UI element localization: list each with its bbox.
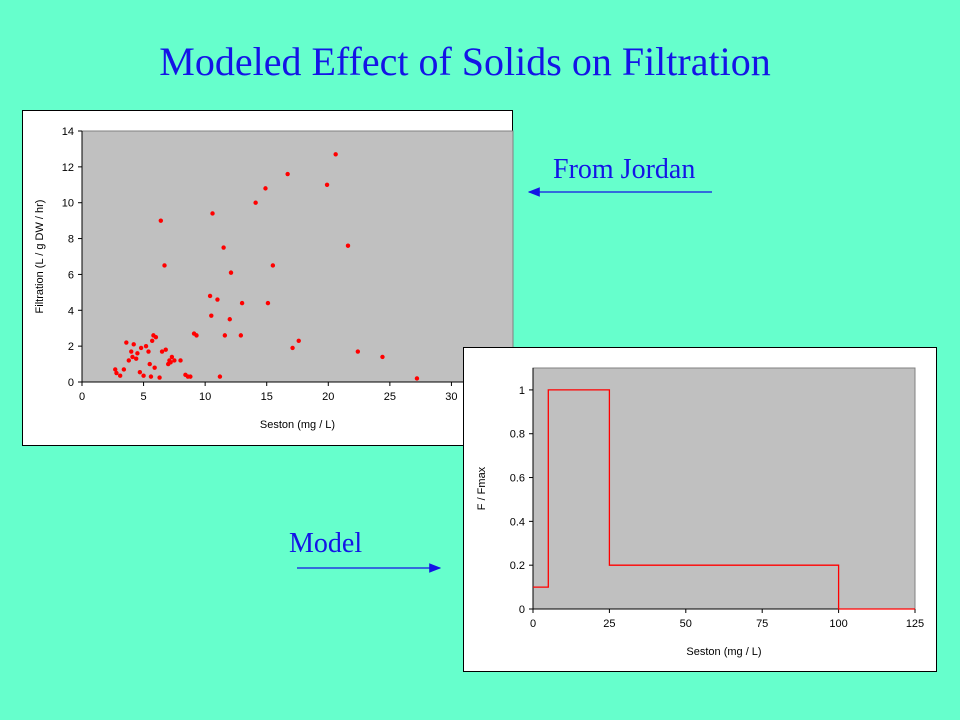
x-tick-label: 50 <box>680 618 692 630</box>
data-point <box>137 369 143 375</box>
x-axis-title: Seston (mg / L) <box>260 419 335 431</box>
data-point <box>380 354 385 360</box>
data-point <box>149 338 155 343</box>
data-point <box>135 351 140 356</box>
data-point <box>169 354 175 360</box>
data-point <box>162 263 167 268</box>
y-tick-label: 2 <box>68 341 74 353</box>
data-point <box>265 300 271 306</box>
data-point <box>146 349 151 354</box>
data-point <box>238 333 244 338</box>
data-point <box>138 345 144 351</box>
x-tick-label: 25 <box>603 618 615 630</box>
data-point <box>253 200 258 205</box>
y-tick-label: 8 <box>68 234 74 246</box>
y-tick-label: 1 <box>519 385 525 397</box>
data-point <box>159 349 165 354</box>
data-point <box>215 297 220 302</box>
data-point <box>209 313 214 318</box>
y-tick-label: 0.4 <box>510 516 525 528</box>
data-point <box>178 358 183 363</box>
data-point <box>345 243 351 248</box>
y-tick-label: 4 <box>68 305 74 317</box>
x-tick-label: 25 <box>384 391 396 403</box>
data-point <box>188 374 193 379</box>
data-point <box>194 333 199 338</box>
data-point <box>147 361 152 367</box>
x-tick-label: 20 <box>322 391 334 403</box>
data-point <box>222 333 228 338</box>
data-point <box>270 263 276 268</box>
data-point <box>210 211 215 216</box>
x-tick-label: 75 <box>756 618 768 630</box>
x-tick-label: 100 <box>829 618 847 630</box>
x-tick-label: 0 <box>530 618 536 630</box>
y-tick-label: 14 <box>62 126 74 138</box>
data-point <box>153 334 159 340</box>
x-tick-label: 10 <box>199 391 211 403</box>
y-tick-label: 6 <box>68 269 74 281</box>
data-point <box>290 345 295 351</box>
y-tick-label: 10 <box>62 198 74 210</box>
data-point <box>228 270 234 275</box>
data-point <box>133 356 139 361</box>
data-point <box>355 349 361 354</box>
model-step-chart: 0 25 50 75 100 125 0 0.2 0.4 0.6 0.8 1 Seston (mg / … <box>463 347 937 672</box>
data-point <box>324 182 330 187</box>
y-tick-label: 0 <box>519 604 525 616</box>
y-axis-title: F / Fmax <box>476 466 488 510</box>
data-point <box>124 340 129 345</box>
data-point <box>227 317 232 322</box>
series-line <box>533 389 915 610</box>
slide-title: Modeled Effect of Solids on Filtration <box>159 39 771 84</box>
from-jordan-label: From Jordan <box>553 154 696 185</box>
data-point <box>152 365 157 370</box>
x-tick-label: 125 <box>906 618 924 630</box>
x-tick-label: 30 <box>445 391 457 403</box>
data-point <box>113 367 118 372</box>
y-tick-label: 12 <box>62 162 74 174</box>
data-point <box>263 186 268 191</box>
data-point <box>285 171 290 177</box>
y-tick-label: 0.2 <box>510 560 525 572</box>
jordan-chart-svg: 0510152025303502468101214Seston (mg / L)… <box>22 110 519 446</box>
data-point <box>333 152 338 157</box>
data-point <box>157 375 162 380</box>
x-tick-label: 0 <box>79 391 85 403</box>
x-tick-label: 15 <box>261 391 273 403</box>
model-chart-svg: 0 25 50 75 100 125 0 0.2 0.4 0.6 0.8 1 Seston (mg / … <box>463 347 937 672</box>
data-point <box>131 342 136 347</box>
data-point <box>239 300 245 306</box>
data-point <box>217 374 223 379</box>
jordan-scatter-chart: 0510152025303502468101214Seston (mg / L)… <box>22 110 519 446</box>
model-label: Model <box>289 528 363 559</box>
data-point <box>114 370 119 376</box>
data-point <box>163 347 168 352</box>
y-tick-label: 0.6 <box>510 473 525 485</box>
data-point <box>296 338 301 343</box>
data-point <box>143 343 149 349</box>
y-tick-label: 0 <box>68 377 74 389</box>
data-point <box>130 354 135 360</box>
data-point <box>172 358 177 363</box>
x-tick-label: 5 <box>141 391 147 403</box>
y-tick-label: 0.8 <box>510 429 525 441</box>
data-point <box>121 367 127 372</box>
data-point <box>221 245 226 250</box>
data-point <box>168 360 173 365</box>
data-point <box>129 349 134 354</box>
data-point <box>414 376 420 381</box>
plot-area <box>532 367 916 610</box>
data-point <box>141 373 146 378</box>
y-axis-title: Filtration (L / g DW / hr) <box>34 200 46 314</box>
x-axis-title: Seston (mg / L) <box>686 646 761 658</box>
data-point <box>158 218 164 223</box>
data-point <box>207 293 213 299</box>
data-point <box>126 358 131 363</box>
data-point <box>148 374 154 379</box>
data-point <box>117 373 123 378</box>
